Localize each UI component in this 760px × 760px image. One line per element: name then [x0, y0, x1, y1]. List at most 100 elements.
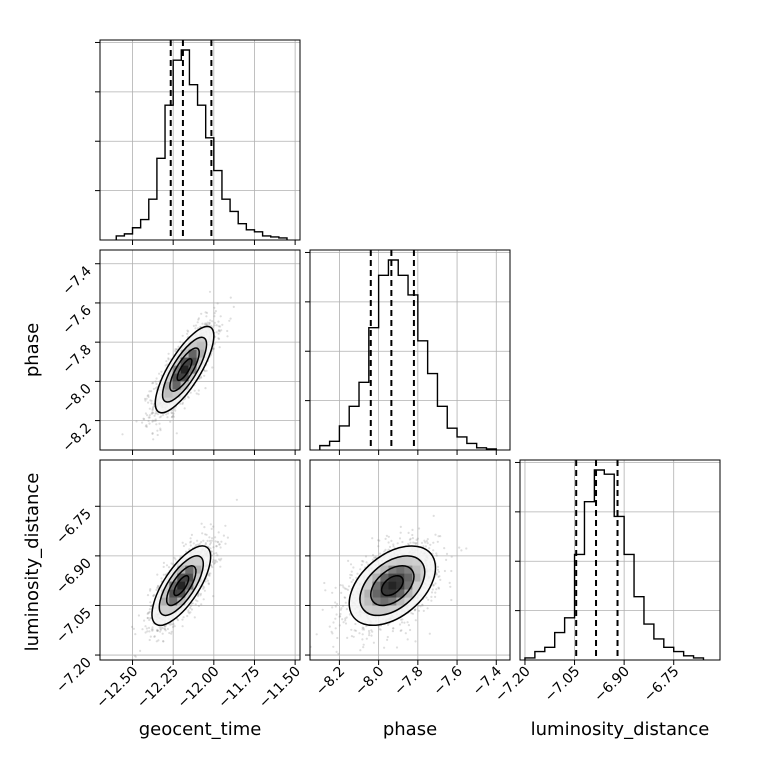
density-block [180, 365, 189, 374]
scatter-point [414, 619, 417, 622]
scatter-point [213, 324, 216, 327]
scatter-point [334, 617, 337, 620]
contour-line [348, 545, 437, 627]
scatter-point [331, 591, 334, 594]
scatter-point [352, 578, 355, 582]
scatter-point [169, 623, 172, 626]
scatter-point [430, 591, 434, 594]
scatter-point [218, 543, 221, 546]
scatter-point [217, 329, 220, 332]
scatter-point [208, 572, 211, 575]
scatter-point [335, 613, 338, 616]
scatter-point [154, 380, 157, 383]
scatter-point [336, 602, 339, 606]
scatter-panel-geocent-time-vs-phase: −8.2 −8.0 −7.8 −7.6 −7.4 [59, 249, 301, 455]
density-block [164, 389, 173, 398]
scatter-point [166, 363, 169, 366]
scatter-point [213, 561, 216, 565]
scatter-point [158, 416, 161, 419]
scatter-point [212, 347, 215, 350]
scatter-point [347, 585, 351, 588]
grid-lines [520, 460, 720, 660]
scatter-point [216, 302, 219, 305]
scatter-point [147, 626, 151, 630]
scatter-point [151, 432, 154, 435]
scatter-point [411, 537, 414, 540]
scatter-point [358, 632, 361, 635]
scatter-point [179, 340, 182, 343]
scatter-point [371, 553, 375, 557]
scatter-point [437, 575, 440, 579]
x-tick-label: −7.8 [391, 664, 426, 699]
scatter-point [418, 527, 421, 530]
scatter-point [193, 389, 196, 392]
scatter-point [200, 541, 203, 544]
scatter-point [146, 594, 150, 597]
density-block [372, 597, 381, 606]
histogram-panel-geocent-time [95, 39, 301, 245]
density-block [404, 589, 413, 598]
scatter-point [344, 622, 348, 625]
scatter-point [187, 396, 190, 399]
scatter-point [190, 533, 193, 537]
density-block [188, 341, 197, 350]
scatter-point [156, 629, 159, 632]
x-tick-label: −11.75 [215, 664, 263, 712]
scatter-point [209, 547, 212, 550]
scatter-point [229, 317, 232, 320]
scatter-point [196, 539, 199, 542]
scatter-point [334, 627, 337, 630]
scatter-point [400, 629, 403, 632]
density-block [404, 557, 413, 566]
scatter-point [196, 543, 199, 546]
scatter-point [341, 605, 345, 608]
scatter-point [189, 544, 192, 547]
scatter-point [189, 605, 192, 608]
x-axis-label-phase: phase [383, 719, 437, 740]
scatter-point [220, 557, 223, 561]
scatter-point [187, 330, 190, 333]
panel-frame [519, 459, 721, 661]
scatter-point [360, 563, 363, 566]
scatter-point [205, 315, 208, 318]
scatter-point [153, 635, 156, 638]
scatter-point [151, 419, 154, 422]
scatter-point [411, 533, 414, 537]
scatter-point [378, 539, 381, 542]
y-tick-label: −7.05 [53, 605, 95, 647]
scatter-point [158, 372, 161, 375]
scatter-point [415, 538, 418, 542]
density-block [180, 349, 189, 358]
scatter-point [218, 329, 221, 332]
scatter-point [448, 581, 451, 585]
scatter-point [334, 605, 337, 608]
scatter-point [151, 409, 154, 412]
density-block [169, 597, 178, 606]
y-tick-label: −6.90 [53, 555, 95, 597]
scatter-point [174, 409, 177, 412]
scatter-point [426, 607, 429, 610]
scatter-point [208, 539, 212, 543]
density-block [404, 573, 413, 582]
density-block [372, 573, 381, 582]
scatter-point [176, 619, 180, 622]
scatter-point [407, 542, 410, 545]
scatter-point [155, 423, 158, 426]
scatter-point [350, 574, 353, 577]
scatter-point [450, 555, 453, 558]
scatter-point [150, 402, 153, 405]
scatter-point [332, 621, 335, 624]
scatter-point [170, 411, 173, 414]
scatter-point [215, 560, 219, 563]
scatter-point [218, 346, 221, 349]
scatter-point [144, 425, 147, 428]
scatter-point [148, 618, 151, 622]
scatter-point [339, 612, 342, 616]
scatter-point [205, 311, 209, 314]
scatter-point [161, 414, 165, 417]
scatter-point [219, 325, 222, 328]
scatter-point [193, 616, 196, 619]
scatter-point [152, 438, 155, 441]
scatter-point [354, 622, 357, 626]
scatter-point [170, 562, 173, 565]
